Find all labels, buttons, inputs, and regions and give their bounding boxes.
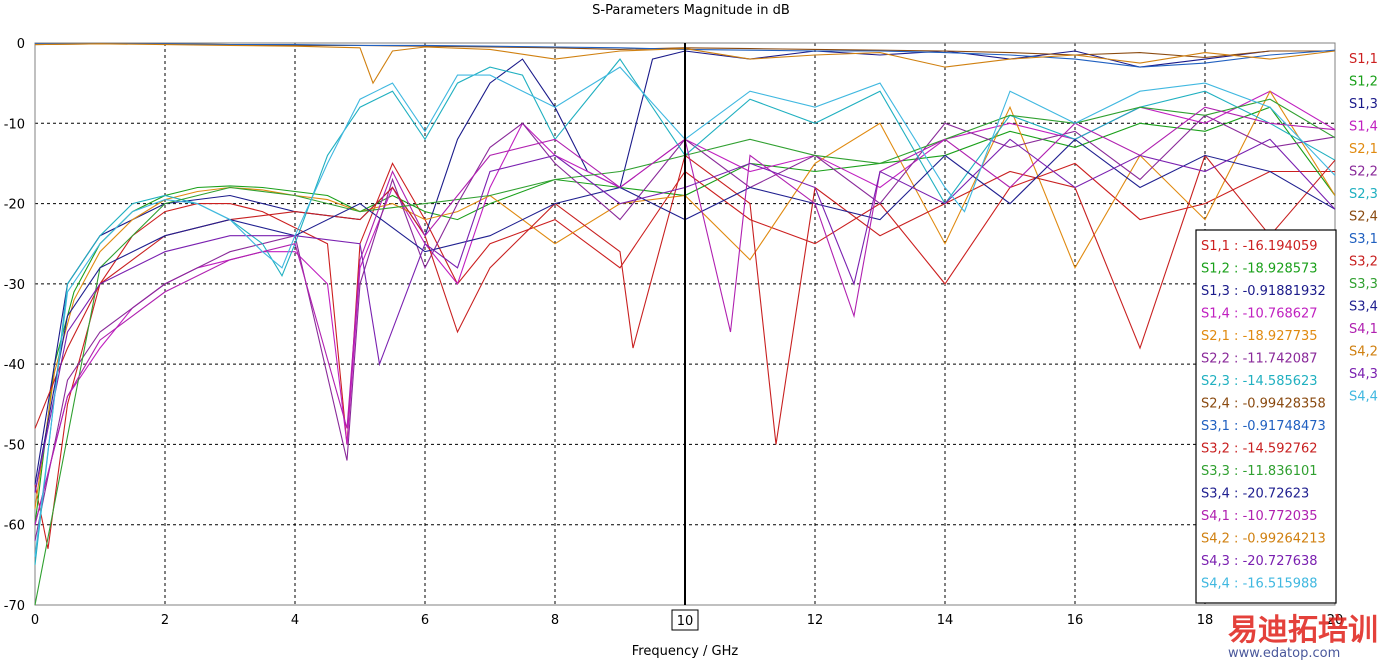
legend-entry: S1,1 bbox=[1349, 52, 1378, 67]
readout-entry: S4,4 : -16.515988 bbox=[1201, 577, 1318, 592]
series-line-S3-2 bbox=[34, 154, 1336, 445]
readout-entry: S4,2 : -0.99264213 bbox=[1201, 532, 1326, 547]
x-axis-label: Frequency / GHz bbox=[632, 644, 739, 659]
readout-entry: S1,2 : -18.928573 bbox=[1201, 262, 1318, 277]
marker-label: 10 bbox=[677, 614, 694, 629]
legend-entry: S3,2 bbox=[1349, 255, 1378, 270]
readout-entry: S2,4 : -0.99428358 bbox=[1201, 397, 1326, 412]
readout-entry: S1,3 : -0.91881932 bbox=[1201, 284, 1326, 299]
legend-entry: S4,4 bbox=[1349, 390, 1378, 405]
y-tick-label: -40 bbox=[4, 358, 25, 373]
x-tick-label: 12 bbox=[807, 613, 824, 628]
readout-entry: S4,1 : -10.772035 bbox=[1201, 509, 1318, 524]
legend-entry: S3,3 bbox=[1349, 277, 1378, 292]
y-tick-label: -70 bbox=[4, 599, 25, 614]
legend-entry: S2,1 bbox=[1349, 142, 1378, 157]
legend-entry: S2,4 bbox=[1349, 210, 1378, 225]
legend-entry: S4,2 bbox=[1349, 345, 1378, 360]
readout-entry: S2,1 : -18.927735 bbox=[1201, 329, 1318, 344]
readout-entry: S4,3 : -20.727638 bbox=[1201, 554, 1318, 569]
series-lines bbox=[34, 43, 1336, 606]
series-line-S3-4 bbox=[34, 138, 1336, 493]
watermark-mark: 易迪拓培训 bbox=[1228, 613, 1378, 648]
legend-entry: S4,3 bbox=[1349, 367, 1378, 382]
readout-entry: S1,1 : -16.194059 bbox=[1201, 239, 1318, 254]
series-line-S1-1 bbox=[34, 162, 1335, 549]
frequency-marker[interactable]: 10 bbox=[671, 43, 699, 631]
x-tick-label: 0 bbox=[31, 613, 39, 628]
marker-label-box bbox=[671, 609, 699, 631]
readout-box bbox=[1195, 229, 1337, 604]
legend-entry: S1,2 bbox=[1349, 75, 1378, 90]
legend-entry: S1,4 bbox=[1349, 120, 1378, 135]
series-line-S4-1 bbox=[34, 106, 1336, 525]
x-tick-label: 4 bbox=[291, 613, 299, 628]
x-tick-label: 8 bbox=[551, 613, 559, 628]
legend-entry: S3,4 bbox=[1349, 300, 1378, 315]
marker-readout-box: S1,1 : -16.194059 S1,2 : -18.928573 S1,3 :… bbox=[1195, 229, 1337, 604]
y-tick-label: -50 bbox=[4, 438, 25, 453]
series-line-S4-4 bbox=[34, 66, 1336, 557]
readout-entry: S3,4 : -20.72623 bbox=[1201, 487, 1309, 502]
legend: S1,1 S1,2 S1,3 S1,4 S2,1 S2,2 S2,3 S2,4 S3,1 S3,2… bbox=[1349, 52, 1378, 405]
x-tick-label: 16 bbox=[1067, 613, 1084, 628]
legend-entry: S3,1 bbox=[1349, 232, 1378, 247]
watermark-site: www.edatop.com bbox=[1228, 646, 1340, 661]
x-tick-label: 14 bbox=[937, 613, 954, 628]
x-tick-label: 6 bbox=[421, 613, 429, 628]
readout-entry: S1,4 : -10.768627 bbox=[1201, 307, 1318, 322]
y-tick-label: -30 bbox=[4, 278, 25, 293]
readout-entry: S3,3 : -11.836101 bbox=[1201, 464, 1318, 479]
series-line-S1-2 bbox=[34, 106, 1336, 525]
x-tick-label: 18 bbox=[1197, 613, 1214, 628]
series-line-S2-1 bbox=[34, 90, 1336, 509]
legend-entry: S1,3 bbox=[1349, 97, 1378, 112]
axes: 0 2 4 6 8 10 12 14 16 18 20 0 -10 -20 -30 -40 -50 -60 -70 bbox=[4, 37, 1344, 628]
watermark: 易迪拓培训 www.edatop.com bbox=[1228, 613, 1378, 661]
x-tick-label: 2 bbox=[161, 613, 169, 628]
series-line-S4-2 bbox=[34, 43, 1336, 85]
y-tick-label: -20 bbox=[4, 198, 25, 213]
readout-entry: S3,1 : -0.91748473 bbox=[1201, 419, 1326, 434]
legend-entry: S2,2 bbox=[1349, 165, 1378, 180]
y-tick-label: -60 bbox=[4, 519, 25, 534]
series-line-S4-3 bbox=[34, 138, 1336, 493]
legend-entry: S4,1 bbox=[1349, 322, 1378, 337]
readout-entry: S2,3 : -14.585623 bbox=[1201, 374, 1318, 389]
legend-entry: S2,3 bbox=[1349, 187, 1378, 202]
chart-title: S-Parameters Magnitude in dB bbox=[592, 3, 790, 18]
readout-entry: S3,2 : -14.592762 bbox=[1201, 442, 1318, 457]
y-tick-label: -10 bbox=[4, 117, 25, 132]
y-tick-label: 0 bbox=[17, 37, 25, 52]
x-tick-label: 20 bbox=[1327, 613, 1344, 628]
readout-entry: S2,2 : -11.742087 bbox=[1201, 352, 1318, 367]
